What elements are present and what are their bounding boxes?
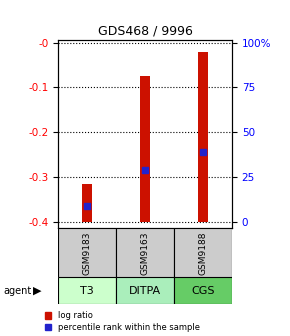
Text: DITPA: DITPA (129, 286, 161, 296)
Legend: log ratio, percentile rank within the sample: log ratio, percentile rank within the sa… (45, 311, 200, 332)
Bar (116, 277, 174, 304)
Text: T3: T3 (80, 286, 94, 296)
Text: ▶: ▶ (33, 286, 42, 296)
Bar (82, 184, 92, 222)
Text: GSM9183: GSM9183 (82, 231, 92, 275)
Bar (198, 51, 208, 222)
Bar (140, 76, 150, 222)
Bar (174, 277, 232, 304)
Text: GSM9163: GSM9163 (140, 231, 150, 275)
Text: CGS: CGS (191, 286, 215, 296)
Bar (174, 228, 232, 277)
Bar (58, 228, 116, 277)
Title: GDS468 / 9996: GDS468 / 9996 (97, 25, 193, 38)
Bar (58, 277, 116, 304)
Text: agent: agent (3, 286, 31, 296)
Text: GSM9188: GSM9188 (198, 231, 208, 275)
Bar (116, 228, 174, 277)
